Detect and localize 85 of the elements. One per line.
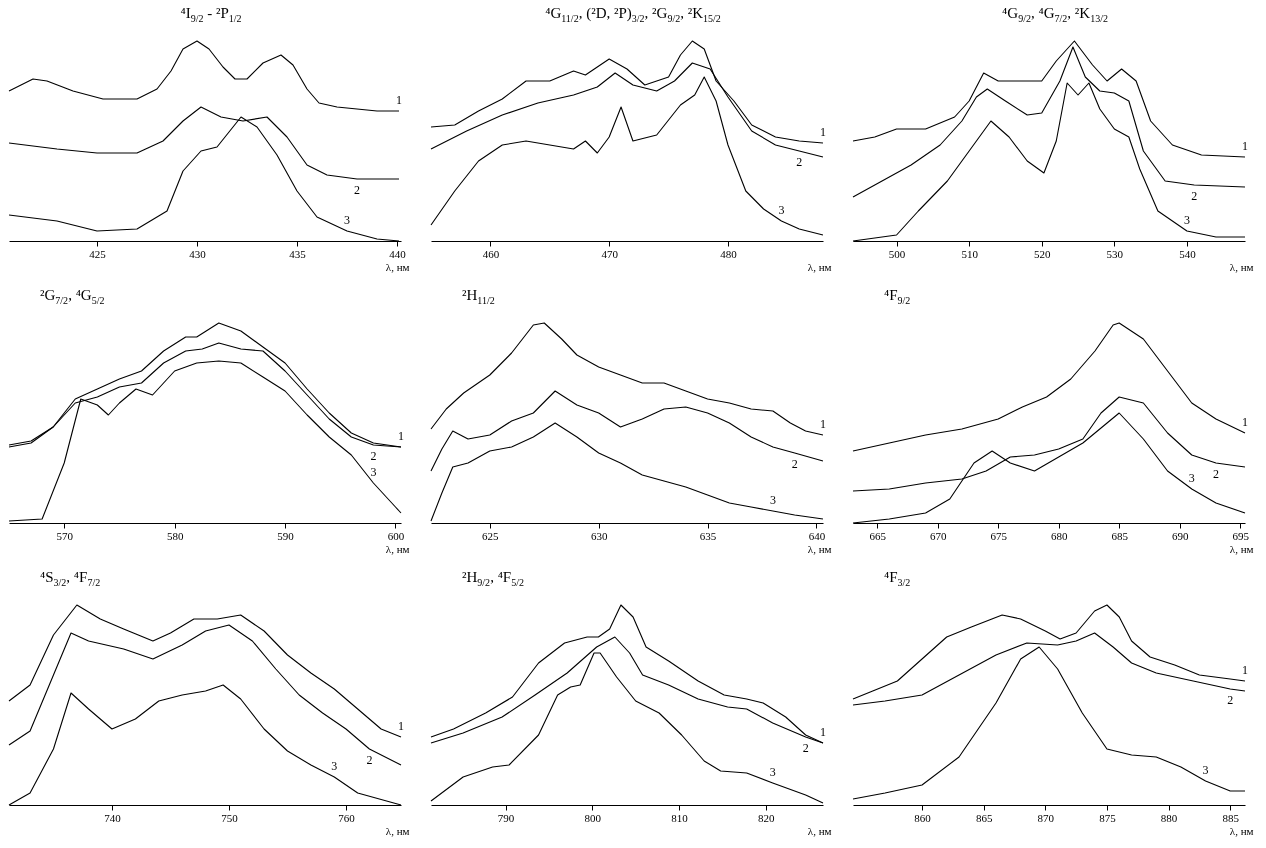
series-label: 2	[802, 741, 809, 755]
x-tick-label: 860	[914, 811, 932, 824]
series-label: 1	[1242, 663, 1248, 677]
series-label: 2	[1227, 693, 1234, 707]
chart-title: ⁴I$_{9/2}$ - ²P$_{1/2}$	[179, 4, 243, 26]
series-label: 2	[791, 457, 798, 471]
x-tick-label: 600	[387, 529, 405, 542]
series-label: 1	[398, 429, 404, 443]
series-label: 2	[354, 183, 360, 197]
series-label: 3	[1188, 471, 1195, 485]
x-tick-label: 480	[720, 247, 738, 260]
series-label: 1	[1242, 139, 1248, 153]
x-axis-title: λ, нм	[385, 824, 410, 837]
x-tick-label: 675	[990, 529, 1008, 542]
series-label: 3	[370, 465, 377, 479]
x-tick-label: 460	[482, 247, 500, 260]
x-tick-label: 680	[1050, 529, 1068, 542]
chart-title: ⁴F$_{9/2}$	[883, 286, 912, 308]
x-axis-title: λ, нм	[807, 542, 832, 555]
x-axis-title: λ, нм	[385, 542, 410, 555]
chart-title: ²G$_{7/2}$, ⁴G$_{5/2}$	[39, 286, 106, 308]
x-tick-label: 470	[601, 247, 619, 260]
x-tick-label: 875	[1099, 811, 1117, 824]
x-tick-label: 670	[929, 529, 947, 542]
chart-title: ⁴G$_{9/2}$, ⁴G$_{7/2}$, ²K$_{13/2}$	[1001, 4, 1109, 26]
x-tick-label: 750	[221, 811, 239, 824]
series-label: 1	[820, 417, 826, 431]
series-label: 1	[398, 719, 404, 733]
series-label: 3	[1202, 763, 1209, 777]
x-tick-label: 530	[1106, 247, 1124, 260]
x-tick-label: 685	[1111, 529, 1129, 542]
x-axis-title: λ, нм	[807, 824, 832, 837]
x-tick-label: 520	[1033, 247, 1051, 260]
x-tick-label: 695	[1232, 529, 1250, 542]
x-axis-title: λ, нм	[1229, 260, 1254, 273]
x-tick-label: 640	[808, 529, 826, 542]
x-tick-label: 800	[584, 811, 602, 824]
x-tick-label: 690	[1171, 529, 1189, 542]
chart-title: ⁴F$_{3/2}$	[883, 568, 912, 590]
x-axis-title: λ, нм	[1229, 542, 1254, 555]
x-tick-label: 580	[166, 529, 184, 542]
x-tick-label: 625	[482, 529, 500, 542]
series-label: 2	[370, 449, 377, 463]
series-label: 3	[331, 759, 338, 773]
x-tick-label: 760	[338, 811, 356, 824]
x-tick-label: 570	[56, 529, 74, 542]
x-tick-label: 665	[869, 529, 887, 542]
series-label: 2	[1212, 467, 1219, 481]
x-tick-label: 810	[671, 811, 689, 824]
chart-title: ²H$_{11/2}$	[461, 286, 496, 308]
series-label: 3	[769, 493, 776, 507]
x-tick-label: 540	[1179, 247, 1197, 260]
series-label: 1	[396, 93, 402, 107]
x-tick-label: 590	[277, 529, 295, 542]
series-label: 3	[344, 213, 350, 227]
series-label: 1	[820, 125, 826, 139]
series-label: 3	[778, 203, 785, 217]
x-tick-label: 865	[975, 811, 993, 824]
x-tick-label: 870	[1037, 811, 1055, 824]
x-tick-label: 740	[104, 811, 122, 824]
chart-title: ⁴S$_{3/2}$, ⁴F$_{7/2}$	[39, 568, 102, 590]
x-axis-title: λ, нм	[385, 260, 410, 273]
x-tick-label: 430	[189, 247, 207, 260]
x-tick-label: 885	[1222, 811, 1240, 824]
x-tick-label: 425	[89, 247, 107, 260]
x-tick-label: 440	[389, 247, 407, 260]
x-tick-label: 790	[497, 811, 515, 824]
x-axis-title: λ, нм	[807, 260, 832, 273]
x-tick-label: 500	[888, 247, 906, 260]
series-label: 1	[820, 725, 826, 739]
x-tick-label: 435	[289, 247, 307, 260]
x-tick-label: 880	[1160, 811, 1178, 824]
x-tick-label: 630	[590, 529, 608, 542]
x-tick-label: 635	[699, 529, 717, 542]
x-tick-label: 820	[758, 811, 776, 824]
series-label: 2	[796, 155, 803, 169]
series-label: 3	[1183, 213, 1190, 227]
series-label: 3	[769, 765, 776, 779]
series-label: 2	[1191, 189, 1198, 203]
chart-title: ⁴G$_{11/2}$, (²D, ²P)$_{3/2}$, ²G$_{9/2}$, ²K$_{15/2}$	[544, 4, 722, 26]
chart-title: ²H$_{9/2}$, ⁴F$_{5/2}$	[461, 568, 525, 590]
x-tick-label: 510	[961, 247, 979, 260]
series-label: 1	[1242, 415, 1248, 429]
series-label: 2	[366, 753, 373, 767]
x-axis-title: λ, нм	[1229, 824, 1254, 837]
